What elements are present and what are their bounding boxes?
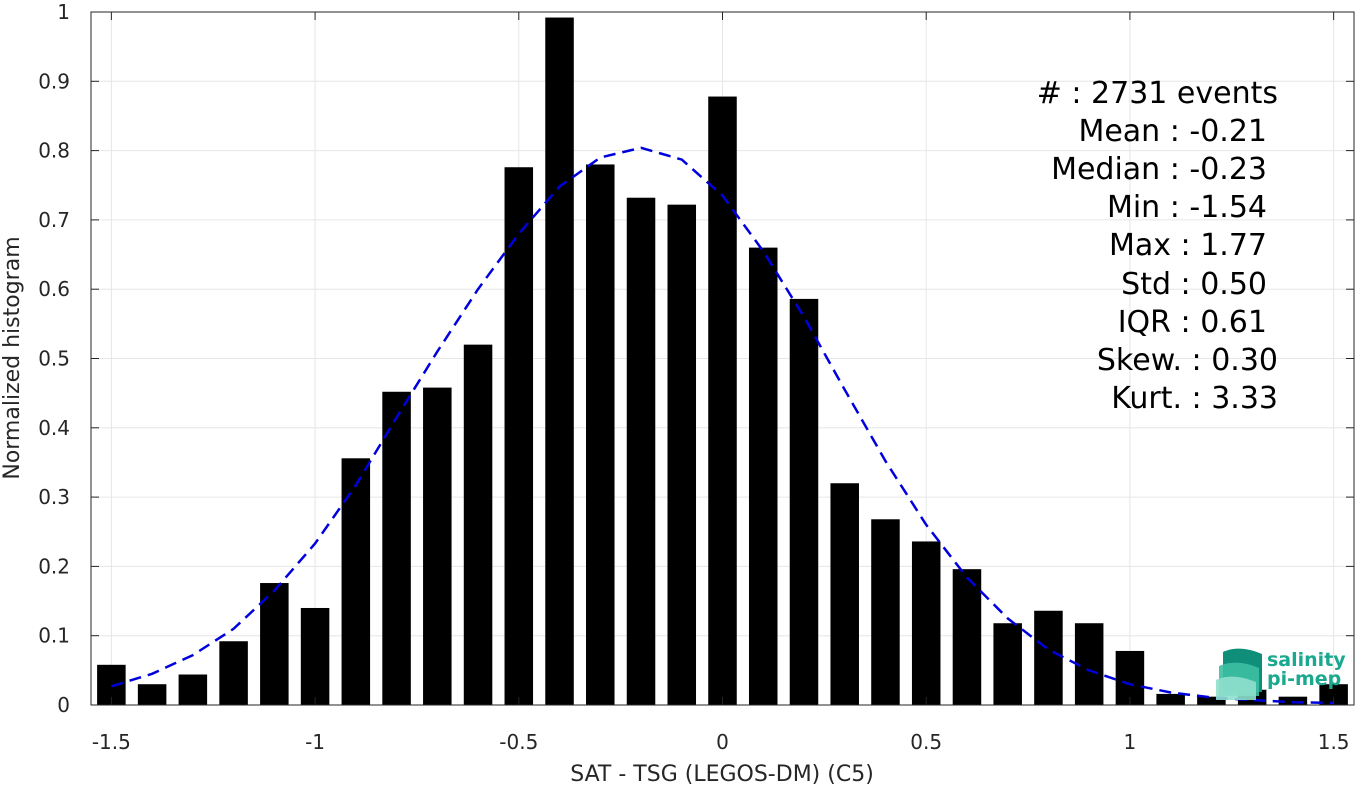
statistics-annotation: # : 2731 events Mean : -0.21 Median : -0… xyxy=(1037,76,1278,416)
stat-kurt: Kurt. : 3.33 xyxy=(1111,381,1278,416)
histogram-bar-6 xyxy=(341,458,371,705)
y-tick-label-0: 0 xyxy=(57,693,70,717)
stat-std: Std : 0.50 xyxy=(1121,267,1267,302)
x-tick-label-6: 1.5 xyxy=(1318,730,1350,754)
x-tick-label-3: 0 xyxy=(716,730,729,754)
histogram-bar-26 xyxy=(1156,693,1185,705)
histogram-bar-2 xyxy=(178,674,208,705)
histogram-bar-10 xyxy=(504,167,534,705)
histogram-bar-27 xyxy=(1197,696,1226,705)
x-tick-label-0: -1.5 xyxy=(92,730,131,754)
histogram-bar-9 xyxy=(463,344,493,705)
normal-fit-curve xyxy=(111,146,1334,705)
histogram-bar-19 xyxy=(871,519,900,705)
y-axis-title: Normalized histogram xyxy=(0,236,25,479)
x-tick-label-2: -0.5 xyxy=(499,730,538,754)
logo-text-pimep: pi-mep xyxy=(1267,668,1341,690)
histogram-bar-17 xyxy=(789,298,819,705)
histogram-bar-22 xyxy=(993,623,1022,705)
stat-skew: Skew. : 0.30 xyxy=(1097,343,1278,378)
histogram-bar-8 xyxy=(423,387,452,705)
stat-events: # : 2731 events xyxy=(1037,76,1278,111)
histogram-bar-15 xyxy=(708,96,737,705)
stat-mean: Mean : -0.21 xyxy=(1078,114,1267,149)
wave-logo-icon xyxy=(1216,648,1262,700)
y-tick-label-10: 1 xyxy=(57,0,70,24)
histogram-bar-14 xyxy=(667,204,697,706)
histogram-bar-7 xyxy=(382,391,411,705)
y-tick-label-2: 0.2 xyxy=(38,554,70,578)
y-tick-label-4: 0.4 xyxy=(38,416,70,440)
histogram-bar-13 xyxy=(626,197,656,705)
stat-min: Min : -1.54 xyxy=(1107,190,1267,225)
salinity-pimep-logo: salinity pi-mep xyxy=(1216,648,1346,700)
histogram-bar-12 xyxy=(586,164,615,705)
y-tick-label-7: 0.7 xyxy=(38,208,70,232)
x-tick-label-1: -1 xyxy=(305,730,325,754)
y-tick-label-5: 0.5 xyxy=(38,347,70,371)
stat-median: Median : -0.23 xyxy=(1051,152,1267,187)
y-tick-labels: 0 0.1 0.2 0.3 0.4 0.5 0.6 0.7 0.8 0.9 1 xyxy=(38,0,70,717)
histogram-bar-5 xyxy=(300,607,330,705)
y-tick-label-1: 0.1 xyxy=(38,624,70,648)
histogram-bar-24 xyxy=(1074,623,1104,705)
x-tick-labels: -1.5 -1 -0.5 0 0.5 1 1.5 xyxy=(92,730,1350,754)
stat-max: Max : 1.77 xyxy=(1109,228,1267,263)
x-tick-label-4: 0.5 xyxy=(910,730,942,754)
histogram-bar-16 xyxy=(748,247,778,705)
histogram-bar-21 xyxy=(952,569,982,705)
x-axis-title: SAT - TSG (LEGOS-DM) (C5) xyxy=(570,762,874,785)
stat-iqr: IQR : 0.61 xyxy=(1118,305,1267,340)
histogram-bar-11 xyxy=(545,17,574,705)
histogram-bar-1 xyxy=(137,684,167,705)
y-tick-label-3: 0.3 xyxy=(38,485,70,509)
x-tick-label-5: 1 xyxy=(1124,730,1137,754)
histogram-bar-4 xyxy=(260,583,289,705)
y-tick-label-8: 0.8 xyxy=(38,139,70,163)
histogram-bar-23 xyxy=(1034,610,1063,705)
histogram-bar-20 xyxy=(911,541,941,705)
histogram-bar-25 xyxy=(1115,650,1145,705)
histogram-bar-29 xyxy=(1278,696,1308,705)
histogram-bar-3 xyxy=(219,641,248,705)
axes xyxy=(90,11,1355,706)
y-tick-label-9: 0.9 xyxy=(38,69,70,93)
logo-text-salinity: salinity xyxy=(1267,649,1346,671)
y-tick-label-6: 0.6 xyxy=(38,277,70,301)
histogram-bar-30 xyxy=(1319,684,1348,705)
histogram-bar-18 xyxy=(830,483,859,705)
